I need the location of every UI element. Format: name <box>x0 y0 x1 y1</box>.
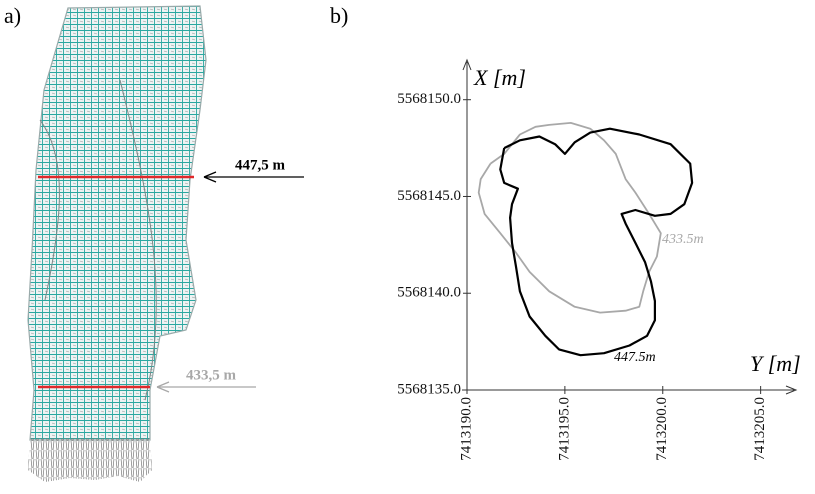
x-tick-label: 7413190.0 <box>458 397 474 461</box>
panel-label: b) <box>330 3 348 28</box>
x-tick-label: 7413205.0 <box>752 397 768 461</box>
panel-label: a) <box>4 3 21 28</box>
x-tick-label: 7413195.0 <box>556 397 572 461</box>
annotation: 447,5 m <box>235 157 286 173</box>
y-tick-label: 5568135.0 <box>397 381 461 397</box>
series-label: 433.5m <box>662 232 704 247</box>
y-tick-label: 5568140.0 <box>397 285 461 301</box>
axes <box>462 60 796 394</box>
y-tick-label: 5568150.0 <box>397 91 461 107</box>
figure: a) 447,5 m 433,5 m b) X [m] Y [m] 556813… <box>0 0 815 494</box>
y-axis-label: X [m] <box>473 65 526 90</box>
contour-line <box>479 123 661 313</box>
mesh-model <box>28 6 206 482</box>
y-tick-label: 5568145.0 <box>397 188 461 204</box>
x-tick-label: 7413200.0 <box>654 397 670 461</box>
series-label: 447.5m <box>614 350 656 365</box>
x-axis-label: Y [m] <box>750 351 801 376</box>
annotation: 433,5 m <box>186 367 237 383</box>
